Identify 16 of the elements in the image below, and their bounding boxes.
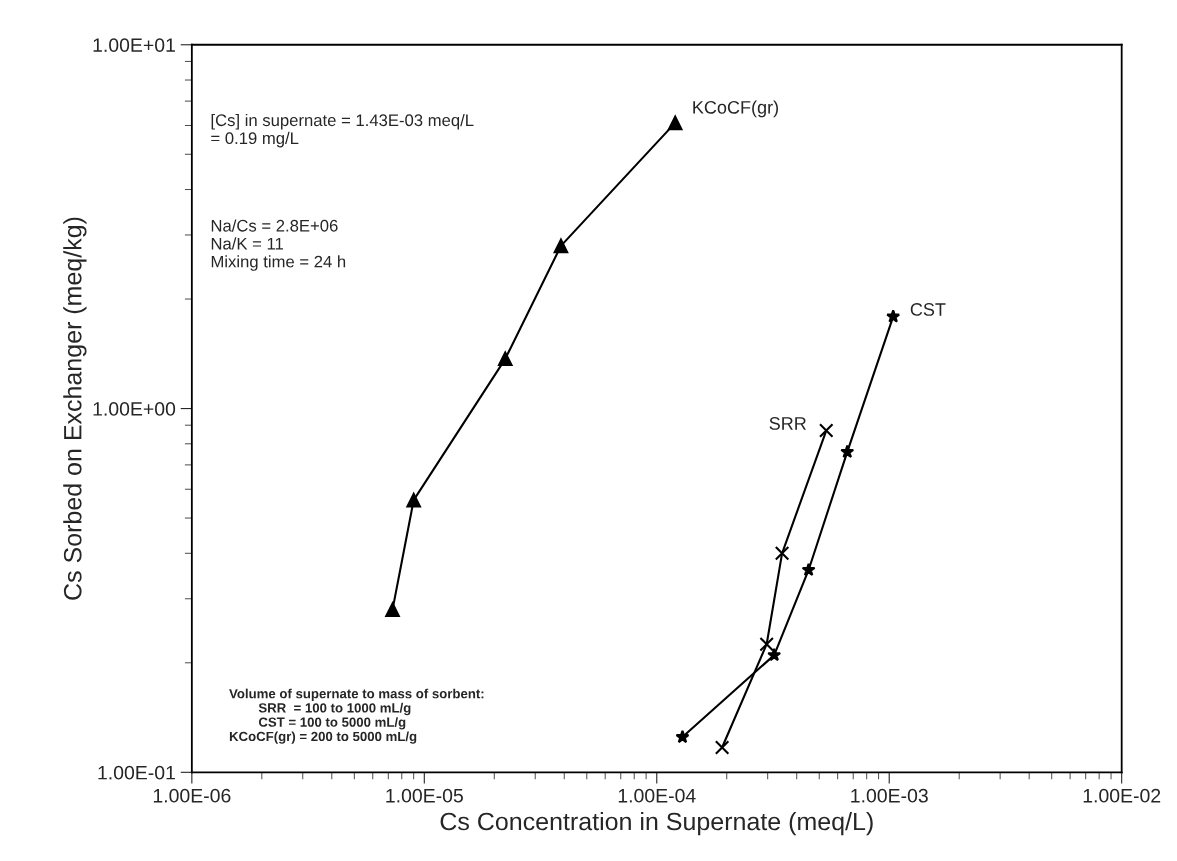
series-label: KCoCF(gr): [693, 100, 778, 118]
x-tick-label: 1.00E-03: [851, 788, 928, 803]
x-tick-label: 1.00E-06: [153, 788, 231, 803]
x-tick-label: 1.00E-05: [386, 788, 463, 803]
annotation: Na/Cs = 2.8E+06 Na/K = 11 Mixing time = 24 h: [211, 219, 346, 271]
y-tick-label: 1.00E+00: [93, 402, 176, 416]
x-tick-label: 1.00E-04: [618, 788, 696, 803]
series-label: SRR: [769, 417, 806, 430]
y-axis-title: Cs Sorbed on Exchanger (meq/kg): [63, 217, 87, 600]
series-label: CST: [910, 303, 946, 316]
annotation: [Cs] in supernate = 1.43E-03 meq/L = 0.19 mg/L: [211, 113, 474, 148]
x-tick-label: 1.00E-02: [1083, 788, 1161, 803]
x-axis-title: Cs Concentration in Supernate (meq/L): [440, 811, 873, 836]
y-tick-label: 1.00E-01: [98, 765, 175, 780]
annotation: Volume of supernate to mass of sorbent: SRR = 100 to 1000 mL/g CST = 100 to 5000 mL/g KCoCF(gr) = 200 to 5000 mL/g: [229, 688, 484, 744]
y-tick-label: 1.00E+01: [93, 38, 175, 53]
